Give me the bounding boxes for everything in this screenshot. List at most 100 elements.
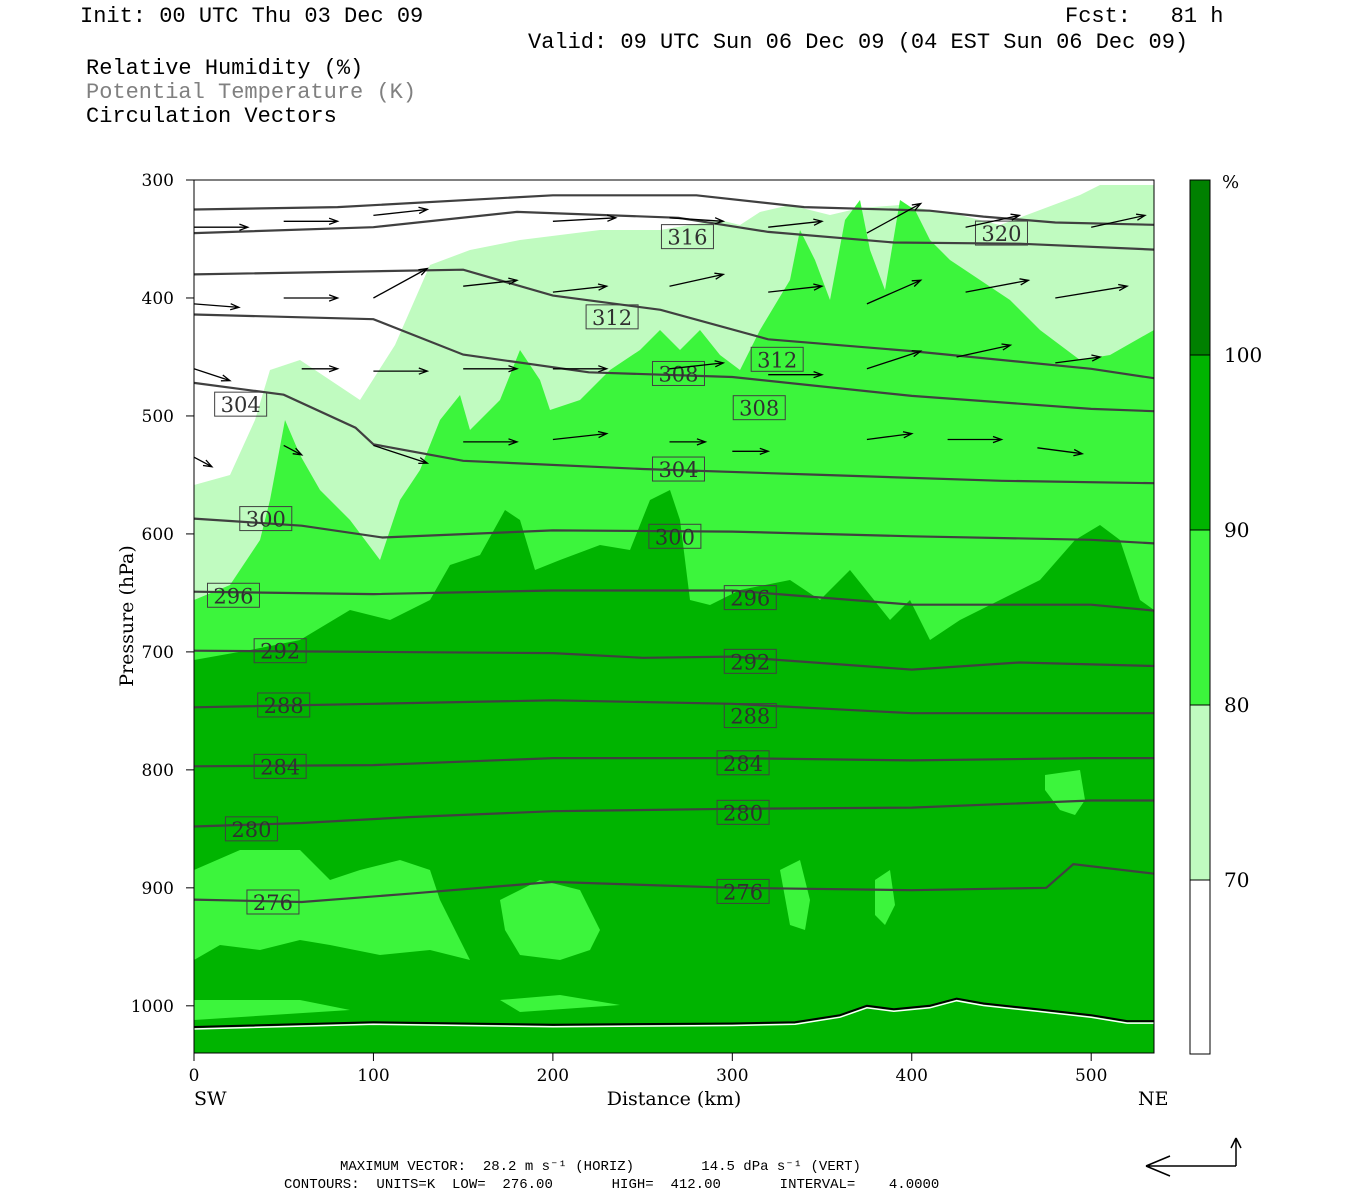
x-axis-label: Distance (km) [607, 1088, 742, 1110]
circulation-vector [552, 283, 609, 293]
colorbar-unit: % [1222, 172, 1239, 193]
circulation-vector [373, 367, 430, 375]
colorbar-90-100 [1189, 354, 1211, 531]
theta-label-312: 312 [585, 304, 639, 330]
theta-contour-320 [193, 194, 1155, 226]
theta-contour-280 [193, 799, 1154, 828]
x-tick-label: 400 [896, 1066, 928, 1086]
y-tick-label: 500 [142, 407, 174, 427]
svg-text:300: 300 [655, 525, 695, 549]
y-tick-label: 400 [142, 289, 174, 309]
theta-contour-316 [193, 210, 1155, 251]
rh-80-90-lowlevel-patches [194, 770, 1085, 1020]
circulation-vector [1037, 447, 1085, 457]
svg-text:296: 296 [730, 587, 770, 611]
theta-label-300: 300 [648, 523, 702, 549]
colorbar-above-100 [1189, 179, 1211, 356]
circulation-vector [193, 368, 232, 382]
theta-label-320: 320 [974, 220, 1028, 246]
circulation-vector [669, 272, 726, 287]
theta-labels: 276 280 284 288 292 296 300 304 308 312 316 320 312 3… [206, 220, 1028, 915]
theta-contour-308 [193, 313, 1155, 413]
theta-label-312: 312 [750, 346, 804, 372]
theta-label-280: 280 [716, 799, 770, 825]
endpoint-sw: SW [194, 1088, 227, 1110]
y-axis: 300 400 500 600 700 800 900 1000 [131, 171, 194, 1017]
circulation-vector [1055, 283, 1129, 299]
circulation-vector [283, 444, 304, 456]
circulation-vector [669, 217, 726, 225]
x-tick-label: 500 [1075, 1066, 1107, 1086]
svg-text:304: 304 [221, 393, 261, 417]
colorbar: % 100 90 80 70 [1189, 172, 1262, 1055]
theta-label-284: 284 [716, 750, 770, 776]
theta-label-288: 288 [257, 692, 311, 718]
theta-label-292: 292 [723, 648, 777, 674]
contour-info: CONTOURS: UNITS=K LOW= 276.00 HIGH= 412.… [284, 1177, 940, 1193]
y-tick-label: 600 [142, 525, 174, 545]
theta-contour-312 [193, 268, 1155, 380]
circulation-vector [947, 435, 1004, 444]
theta-contour-292 [193, 649, 1155, 671]
svg-text:320: 320 [981, 222, 1021, 246]
theta-label-280: 280 [224, 816, 278, 842]
circulation-vector [194, 223, 250, 231]
circulation-vector [301, 365, 340, 373]
field-rh: Relative Humidity (%) [86, 56, 364, 81]
circulation-vector [463, 438, 519, 446]
circulation-vector [552, 430, 609, 441]
svg-text:280: 280 [723, 801, 763, 825]
circulation-vector [373, 206, 430, 217]
x-tick-label: 300 [716, 1066, 748, 1086]
theta-label-288: 288 [723, 703, 777, 729]
x-tick-label: 200 [537, 1066, 569, 1086]
circulation-vector [463, 365, 519, 373]
circulation-vector [552, 365, 609, 373]
y-tick-label: 1000 [131, 997, 174, 1017]
theta-label-308: 308 [651, 360, 705, 386]
svg-text:280: 280 [231, 818, 271, 842]
svg-text:312: 312 [757, 348, 797, 372]
theta-label-284: 284 [253, 753, 307, 779]
colorbar-70-80 [1189, 704, 1211, 881]
theta-label-296: 296 [206, 582, 260, 608]
circulation-vector [283, 294, 340, 302]
svg-text:304: 304 [658, 458, 698, 482]
svg-text:288: 288 [730, 705, 770, 729]
theta-contour-296 [193, 589, 1155, 612]
svg-text:312: 312 [592, 306, 632, 330]
colorbar-label-90: 90 [1224, 518, 1249, 542]
theta-contour-276 [193, 863, 1155, 904]
svg-text:284: 284 [260, 755, 300, 779]
theta-label-304: 304 [651, 456, 705, 482]
circulation-vector [768, 283, 824, 293]
x-tick-label: 100 [357, 1066, 389, 1086]
circulation-vector [373, 267, 429, 299]
circulation-vector [768, 370, 824, 379]
svg-text:292: 292 [730, 650, 770, 674]
svg-text:276: 276 [253, 891, 293, 915]
colorbar-below-70 [1189, 879, 1211, 1055]
circulation-vector [193, 303, 241, 311]
circulation-vector [552, 214, 618, 222]
circulation-vector [866, 279, 923, 305]
circulation-vector [373, 444, 430, 465]
terrain-line [193, 997, 1154, 1028]
colorbar-label-100: 100 [1224, 343, 1262, 367]
circulation-vector [866, 431, 914, 441]
svg-text:316: 316 [667, 226, 707, 250]
endpoint-ne: NE [1138, 1088, 1169, 1110]
circulation-vector [768, 218, 824, 228]
max-vector-note: MAXIMUM VECTOR: 28.2 m s⁻¹ (HORIZ) 14.5 … [340, 1159, 861, 1175]
circulation-vector [463, 277, 519, 287]
theta-label-308: 308 [732, 395, 786, 421]
x-tick-label: 0 [189, 1066, 200, 1086]
circulation-vector [669, 360, 726, 370]
colorbar-label-80: 80 [1224, 693, 1249, 717]
circulation-vector [669, 438, 708, 446]
circulation-vectors [193, 202, 1147, 468]
circulation-vector [732, 447, 771, 456]
svg-text:288: 288 [264, 694, 304, 718]
circulation-vector [1091, 213, 1147, 228]
svg-text:276: 276 [723, 880, 763, 904]
